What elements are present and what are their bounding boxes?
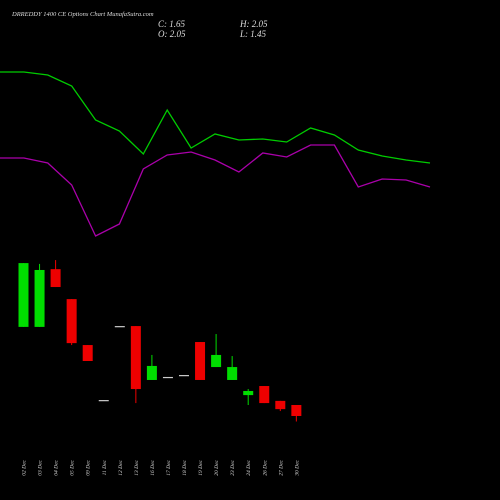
ohlc-low: L: 1.45 (239, 29, 267, 39)
candle-body (66, 299, 77, 344)
x-tick-label: 12 Dec (118, 459, 124, 475)
candle-body (275, 400, 286, 410)
candle-body (259, 386, 270, 404)
line-series (0, 144, 431, 237)
candle-body (82, 345, 93, 361)
x-tick-label: 04 Dec (53, 459, 60, 475)
candle-body (18, 263, 29, 327)
x-tick-label: 24 Dec (245, 459, 252, 475)
x-tick-label: 18 Dec (182, 459, 188, 475)
candle-body (162, 376, 173, 379)
candle-body (146, 365, 157, 380)
ohlc-open: O: 2.05 (158, 29, 186, 39)
x-tick-label: 05 Dec (70, 459, 76, 475)
ohlc-close: C: 1.65 (158, 19, 186, 29)
candle-body (179, 375, 189, 377)
x-tick-label: 17 Dec (166, 459, 172, 475)
x-tick-label: 11 Dec (102, 459, 108, 475)
candle-body (291, 405, 302, 416)
candle-body (98, 400, 109, 402)
x-tick-label: 23 Dec (230, 459, 236, 475)
chart-title: DRREDDY 1400 CE Options Chart MunafaSutr… (11, 11, 154, 18)
candle-body (211, 354, 222, 368)
x-tick-label: 02 Dec (22, 459, 28, 475)
x-tick-label: 27 Dec (278, 459, 284, 475)
x-tick-label: 03 Dec (38, 459, 44, 475)
candle-body (50, 269, 61, 288)
candle-body (195, 342, 206, 380)
candle-body (114, 326, 125, 328)
ohlc-high: H: 2.05 (239, 19, 268, 29)
x-tick-label: 19 Dec (198, 459, 204, 475)
candle-body (227, 367, 238, 380)
x-tick-label: 16 Dec (150, 459, 156, 475)
x-tick-label: 20 Dec (214, 459, 220, 475)
candle-body (130, 326, 141, 390)
x-tick-label: 09 Dec (86, 459, 92, 475)
x-tick-label: 13 Dec (134, 459, 140, 475)
x-tick-label: 30 Dec (294, 459, 300, 476)
candle-body (243, 390, 254, 396)
x-tick-label: 26 Dec (262, 459, 268, 475)
line-series (0, 71, 431, 164)
candle-body (34, 269, 45, 327)
